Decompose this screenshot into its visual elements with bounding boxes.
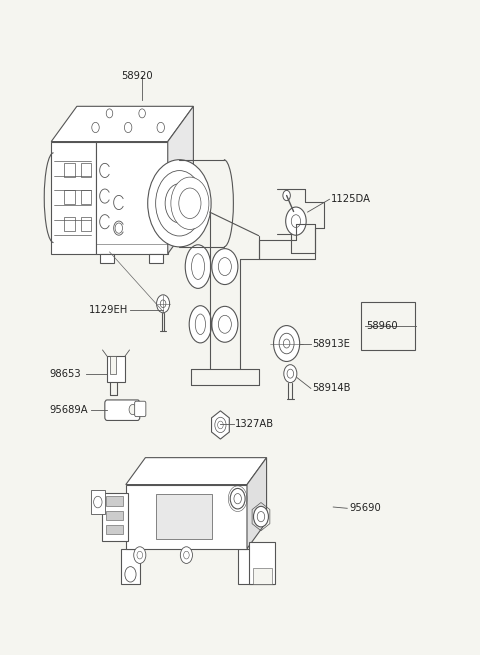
Text: 95690: 95690 (349, 503, 381, 514)
Bar (64, 217, 74, 231)
Bar (103, 493, 128, 540)
Circle shape (179, 188, 201, 219)
Text: 1125DA: 1125DA (331, 195, 371, 204)
FancyBboxPatch shape (135, 402, 146, 417)
FancyBboxPatch shape (105, 400, 140, 421)
Circle shape (156, 295, 169, 312)
Circle shape (180, 547, 192, 563)
Bar (106, 496, 123, 506)
Bar (81, 163, 91, 178)
Ellipse shape (195, 314, 205, 335)
Circle shape (184, 552, 189, 559)
Text: 95689A: 95689A (49, 405, 87, 415)
Bar (51, 141, 96, 253)
Bar (238, 549, 274, 584)
Text: 1327AB: 1327AB (235, 419, 275, 429)
Circle shape (125, 567, 136, 582)
Circle shape (115, 223, 122, 233)
Circle shape (283, 191, 290, 200)
Bar (253, 568, 272, 584)
Circle shape (212, 249, 238, 284)
Polygon shape (51, 106, 193, 141)
Bar (110, 356, 116, 374)
Bar (106, 525, 123, 534)
Circle shape (283, 339, 290, 348)
Circle shape (137, 552, 143, 559)
Circle shape (230, 489, 245, 509)
Circle shape (171, 177, 209, 229)
Circle shape (253, 506, 268, 527)
Bar (64, 191, 74, 204)
Bar (81, 191, 91, 204)
Bar (107, 356, 125, 382)
Text: 1129EH: 1129EH (88, 305, 128, 314)
Circle shape (134, 547, 146, 563)
Circle shape (106, 109, 113, 118)
Circle shape (92, 122, 99, 132)
Bar (126, 485, 247, 549)
Ellipse shape (192, 253, 204, 280)
Circle shape (129, 404, 136, 415)
Circle shape (215, 417, 226, 433)
Circle shape (94, 496, 102, 508)
Ellipse shape (185, 245, 211, 288)
Circle shape (160, 300, 166, 308)
Circle shape (279, 333, 294, 354)
Bar (361, 302, 415, 350)
Circle shape (157, 122, 165, 132)
Circle shape (287, 369, 294, 378)
Circle shape (274, 326, 300, 362)
Circle shape (148, 160, 211, 247)
Circle shape (234, 494, 241, 504)
Polygon shape (100, 253, 114, 263)
Bar (249, 542, 275, 584)
Bar (96, 141, 168, 253)
Circle shape (173, 195, 186, 212)
Polygon shape (212, 411, 229, 439)
Circle shape (212, 307, 238, 343)
Circle shape (156, 170, 203, 236)
Polygon shape (149, 253, 163, 263)
Bar (81, 217, 91, 231)
Bar (121, 549, 140, 584)
Circle shape (218, 315, 231, 333)
Polygon shape (168, 106, 193, 253)
Bar (106, 510, 123, 520)
Circle shape (218, 257, 231, 276)
Text: 98653: 98653 (49, 369, 81, 379)
Circle shape (291, 215, 300, 227)
Circle shape (165, 183, 193, 223)
Circle shape (257, 512, 264, 522)
Text: 58920: 58920 (121, 71, 153, 81)
Circle shape (217, 421, 223, 429)
Circle shape (286, 207, 306, 235)
Circle shape (139, 109, 145, 118)
Bar (156, 494, 212, 539)
Circle shape (284, 365, 297, 383)
Bar (91, 490, 105, 514)
Bar (64, 163, 74, 178)
Circle shape (124, 122, 132, 132)
Text: 58914B: 58914B (312, 383, 351, 394)
Ellipse shape (189, 306, 212, 343)
Text: 58960: 58960 (366, 320, 397, 331)
Polygon shape (126, 458, 266, 485)
Text: 58913E: 58913E (312, 339, 350, 348)
Polygon shape (247, 458, 266, 549)
